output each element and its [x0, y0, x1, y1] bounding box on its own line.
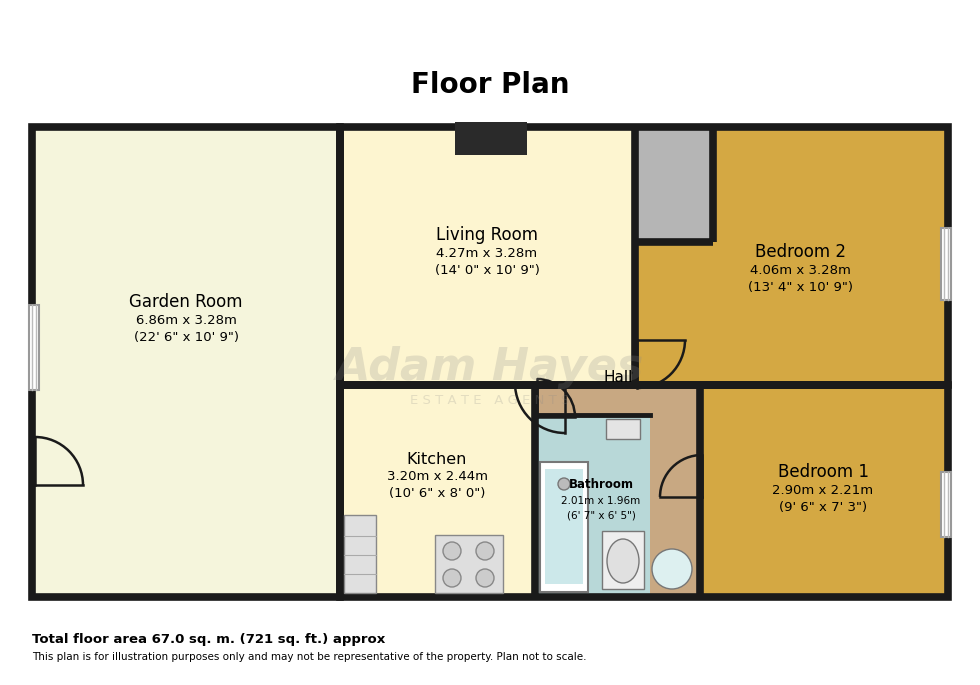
- Bar: [602, 531, 644, 589]
- Text: This plan is for illustration purposes only and may not be representative of the: This plan is for illustration purposes o…: [32, 652, 586, 662]
- Text: 4.27m x 3.28m: 4.27m x 3.28m: [436, 247, 538, 260]
- Bar: [545, 469, 583, 584]
- Text: 6.86m x 3.28m: 6.86m x 3.28m: [135, 314, 236, 327]
- Bar: [635, 127, 713, 242]
- Text: Floor Plan: Floor Plan: [411, 71, 569, 99]
- Circle shape: [476, 542, 494, 560]
- Bar: [540, 462, 588, 592]
- Text: Living Room: Living Room: [436, 226, 538, 244]
- Text: (9' 6" x 7' 3"): (9' 6" x 7' 3"): [779, 501, 867, 514]
- Text: (6' 7" x 6' 5"): (6' 7" x 6' 5"): [566, 511, 635, 521]
- Text: Hall: Hall: [604, 369, 633, 384]
- Bar: [435, 535, 503, 593]
- Bar: [635, 127, 948, 385]
- Text: Kitchen: Kitchen: [407, 451, 467, 466]
- Text: Garden Room: Garden Room: [129, 293, 243, 311]
- Bar: [344, 515, 376, 593]
- Ellipse shape: [607, 539, 639, 583]
- Text: 2.01m x 1.96m: 2.01m x 1.96m: [562, 496, 641, 506]
- Bar: [606, 419, 640, 439]
- Bar: [29, 305, 39, 390]
- Bar: [602, 531, 644, 589]
- Bar: [340, 385, 948, 597]
- Bar: [941, 228, 951, 300]
- Bar: [32, 127, 340, 597]
- Bar: [340, 127, 948, 385]
- Bar: [540, 462, 588, 592]
- Circle shape: [443, 542, 461, 560]
- Text: (22' 6" x 10' 9"): (22' 6" x 10' 9"): [133, 330, 238, 343]
- Bar: [455, 122, 527, 155]
- Text: 2.90m x 2.21m: 2.90m x 2.21m: [772, 484, 873, 497]
- Text: (13' 4" x 10' 9"): (13' 4" x 10' 9"): [748, 280, 853, 293]
- Text: Bathroom: Bathroom: [568, 479, 633, 492]
- Text: E S T A T E   A G E N T S: E S T A T E A G E N T S: [411, 393, 569, 406]
- Circle shape: [476, 569, 494, 587]
- Bar: [535, 385, 700, 597]
- Text: Bedroom 2: Bedroom 2: [755, 243, 846, 261]
- Text: (14' 0" x 10' 9"): (14' 0" x 10' 9"): [434, 264, 539, 277]
- Text: Total floor area 67.0 sq. m. (721 sq. ft.) approx: Total floor area 67.0 sq. m. (721 sq. ft…: [32, 632, 385, 645]
- Circle shape: [558, 478, 570, 490]
- Bar: [606, 419, 640, 439]
- Bar: [340, 127, 635, 385]
- Text: 3.20m x 2.44m: 3.20m x 2.44m: [386, 471, 487, 484]
- Text: Bedroom 1: Bedroom 1: [777, 463, 868, 481]
- Text: 4.06m x 3.28m: 4.06m x 3.28m: [750, 264, 851, 277]
- Bar: [344, 515, 376, 593]
- Bar: [340, 385, 535, 597]
- Bar: [32, 127, 340, 597]
- Bar: [700, 385, 948, 597]
- Bar: [435, 535, 503, 593]
- Circle shape: [443, 569, 461, 587]
- Bar: [535, 415, 650, 597]
- Text: Adam Hayes: Adam Hayes: [336, 345, 644, 388]
- Circle shape: [652, 549, 692, 589]
- Bar: [941, 472, 951, 537]
- Text: (10' 6" x 8' 0"): (10' 6" x 8' 0"): [389, 488, 485, 501]
